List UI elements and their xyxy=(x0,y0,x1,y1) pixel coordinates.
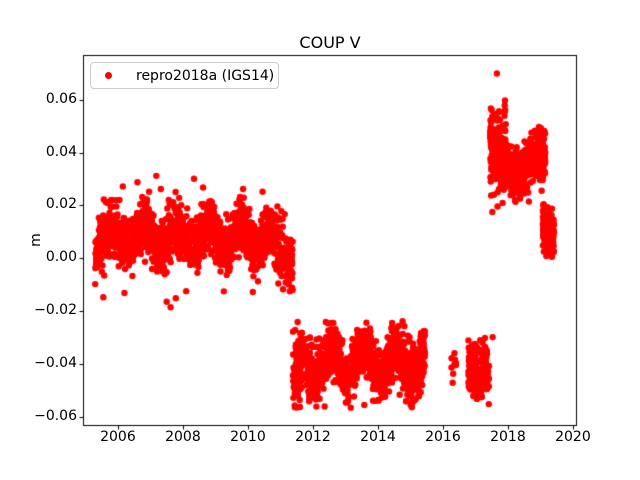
y-tick-label-0.04: 0.04 xyxy=(45,143,77,160)
y-tick-label-0.02: 0.02 xyxy=(45,196,77,213)
x-tick-label-2020: 2020 xyxy=(555,429,591,445)
x-tick-label-2010: 2010 xyxy=(230,429,266,445)
x-tick-label-2008: 2008 xyxy=(165,429,201,445)
legend: repro2018a (IGS14) xyxy=(90,62,279,89)
legend-marker-dot-icon xyxy=(105,72,112,79)
y-tick-label-−0.04: −0.04 xyxy=(34,354,77,371)
y-tick-label-0.00: 0.00 xyxy=(45,249,77,266)
y-tick-label-0.06: 0.06 xyxy=(45,90,77,107)
x-tick-label-2016: 2016 xyxy=(425,429,461,445)
x-tick-label-2014: 2014 xyxy=(360,429,396,445)
y-tick-label-−0.06: −0.06 xyxy=(34,407,77,424)
y-tick-label-−0.02: −0.02 xyxy=(34,301,77,318)
x-tick-label-2012: 2012 xyxy=(295,429,331,445)
legend-entry-label: repro2018a (IGS14) xyxy=(136,67,275,84)
y-axis-label: m xyxy=(28,233,44,247)
chart-title: COUP V xyxy=(299,33,361,52)
x-tick-label-2018: 2018 xyxy=(490,429,526,445)
x-tick-label-2006: 2006 xyxy=(100,429,136,445)
